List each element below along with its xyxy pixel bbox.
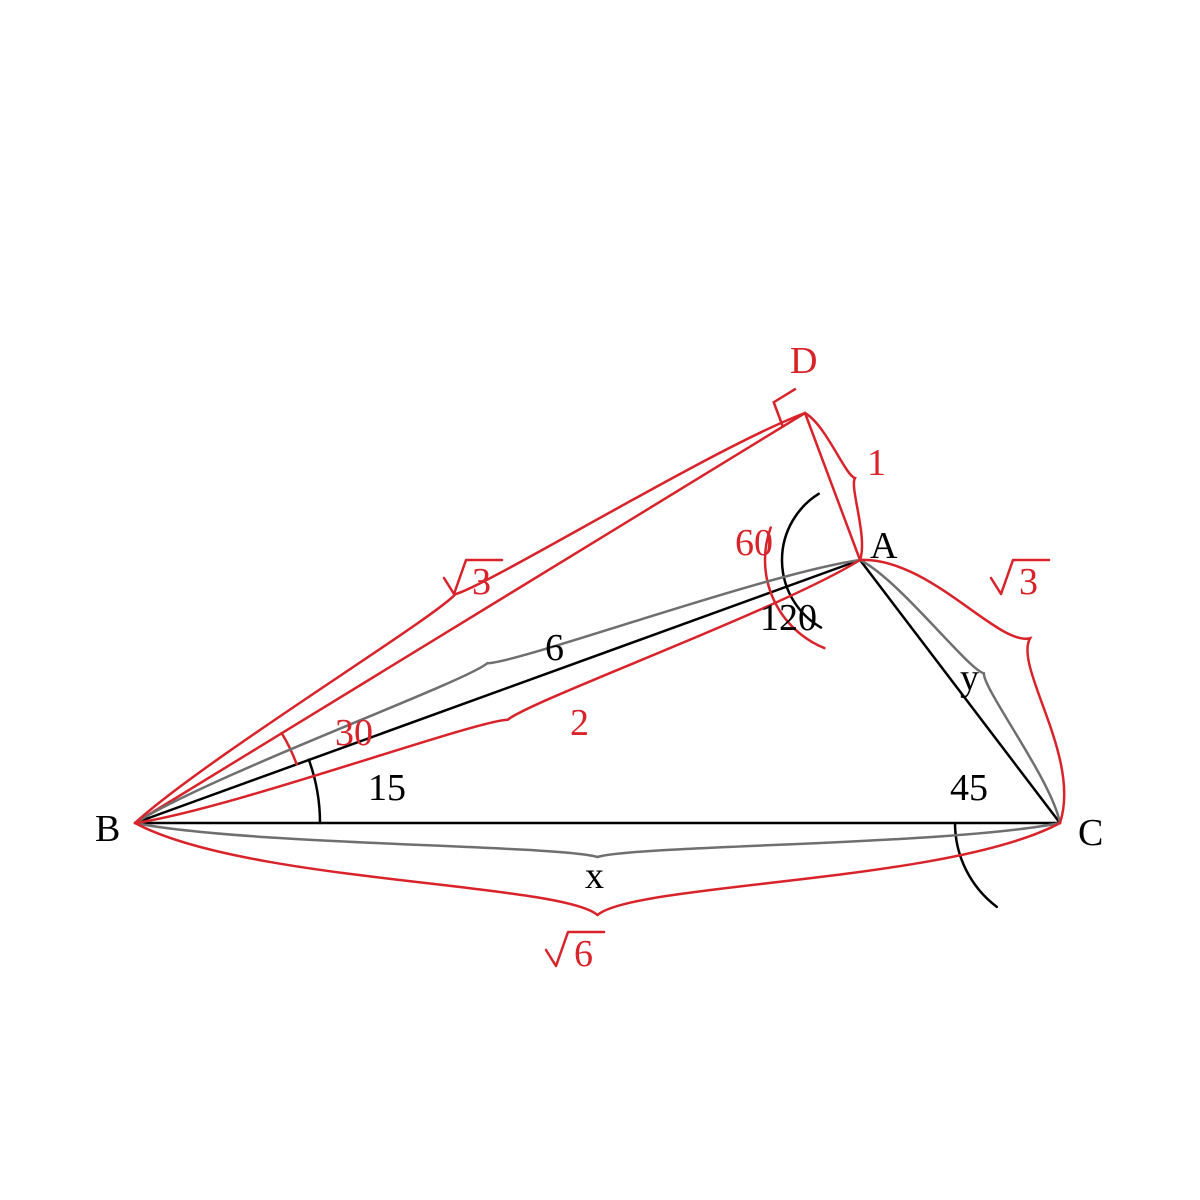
- label-onetwenty: 120: [760, 597, 817, 639]
- vertex-label-B: B: [95, 808, 120, 850]
- vertex-label-A: A: [870, 525, 898, 567]
- angle-arc-B-0: [309, 760, 320, 823]
- segments: [135, 413, 1060, 823]
- label-sqrt6: 6: [574, 933, 593, 975]
- label-one: 1: [867, 442, 886, 484]
- segment-A-D: [805, 413, 860, 560]
- label-sqrt3b: 3: [1019, 561, 1038, 603]
- label-fortyfive: 45: [950, 767, 988, 809]
- brace-B-C-0: [135, 823, 1060, 857]
- curly-braces: [135, 413, 1064, 915]
- label-y: y: [960, 657, 979, 699]
- label-two: 2: [570, 702, 589, 744]
- label-x: x: [585, 855, 604, 897]
- geometry-diagram: BCAD1530451206062313yx6: [0, 0, 1200, 1200]
- label-thirty: 30: [335, 712, 373, 754]
- segment-B-A: [135, 560, 860, 823]
- label-six: 6: [545, 627, 564, 669]
- vertex-label-C: C: [1078, 812, 1103, 854]
- label-fifteen: 15: [368, 767, 406, 809]
- vertex-label-D: D: [790, 340, 817, 382]
- label-sqrt3a: 3: [472, 561, 491, 603]
- text-labels: 1530451206062313yx6: [335, 442, 1049, 975]
- segment-B-D: [135, 413, 805, 823]
- label-sixty: 60: [735, 522, 773, 564]
